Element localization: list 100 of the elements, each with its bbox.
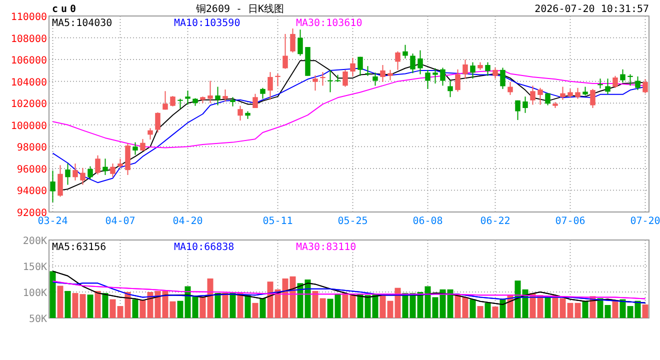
candlestick xyxy=(485,62,490,76)
candlestick xyxy=(102,158,108,176)
y-tick-label: 104000 xyxy=(10,77,47,88)
candlestick xyxy=(238,105,243,122)
y-tick-label: 50K xyxy=(28,314,47,325)
candlestick xyxy=(155,112,160,134)
candlestick xyxy=(230,96,236,107)
text: MA10:66838 xyxy=(174,242,234,253)
candlestick xyxy=(590,88,596,109)
candlestick xyxy=(500,67,506,90)
candlestick xyxy=(372,72,378,86)
candlestick xyxy=(252,93,258,109)
candlestick xyxy=(380,64,386,82)
candlestick xyxy=(358,56,363,76)
candlestick xyxy=(432,68,438,84)
x-tick-label: 03-24 xyxy=(38,216,68,227)
text: MA30:83110 xyxy=(296,242,356,253)
candlestick xyxy=(598,78,603,89)
y-tick-label: 98000 xyxy=(16,142,47,154)
candlestick xyxy=(388,69,393,81)
text: 2026-07-20 10:31:57 xyxy=(534,4,649,15)
candlestick xyxy=(58,164,63,198)
candlestick xyxy=(575,87,580,100)
x-tick-label: 06-22 xyxy=(480,216,510,227)
candlestick xyxy=(88,166,93,180)
candlestick xyxy=(515,100,520,120)
chart-title: 铜2609 - 日K线图 xyxy=(194,3,284,15)
candlestick xyxy=(95,154,100,175)
candlestick xyxy=(342,69,348,88)
candlestick xyxy=(635,76,640,91)
candlestick xyxy=(522,96,528,114)
candlestick xyxy=(440,67,446,86)
y-tick-label: 110000 xyxy=(10,12,47,23)
text: MA30:103610 xyxy=(296,18,362,29)
candlestick xyxy=(290,28,296,53)
y-tick-label: 100000 xyxy=(10,120,47,132)
candlestick xyxy=(448,80,453,98)
candlestick xyxy=(72,163,78,181)
candlestick xyxy=(425,69,430,90)
text: cu0 xyxy=(52,4,80,15)
candlestick xyxy=(462,59,468,80)
candlestick xyxy=(110,163,116,178)
candlestick xyxy=(65,163,70,186)
y-tick-label: 94000 xyxy=(16,186,47,198)
x-tick-label: 04-20 xyxy=(172,216,203,227)
candlestick xyxy=(185,90,190,106)
candlestick xyxy=(132,142,138,156)
candlestick xyxy=(162,90,168,110)
candlestick xyxy=(148,128,153,140)
x-tick-label: 07-20 xyxy=(630,216,660,227)
candlestick xyxy=(50,170,56,203)
candlestick xyxy=(312,74,318,92)
candlestick xyxy=(268,72,273,100)
y-tick-label: 150K xyxy=(22,262,47,273)
y-tick-label: 96000 xyxy=(16,164,47,176)
candlestick xyxy=(628,74,633,86)
candlestick xyxy=(140,138,146,152)
x-tick-label: 05-11 xyxy=(262,216,293,227)
candlestick xyxy=(80,167,86,186)
candlestick xyxy=(298,29,303,56)
candlestick xyxy=(620,68,626,83)
candlestick xyxy=(492,67,498,80)
candlestick xyxy=(642,78,648,94)
y-tick-label: 108000 xyxy=(10,34,47,45)
candlestick xyxy=(455,68,460,92)
series-label: MA5:63156 xyxy=(52,242,106,253)
candlestick xyxy=(410,53,416,74)
candlestick xyxy=(208,80,213,104)
candlestick xyxy=(275,73,280,87)
x-tick-label: 04-07 xyxy=(105,216,136,227)
candlestick xyxy=(215,86,220,106)
candlestick xyxy=(178,98,183,110)
candlestick xyxy=(170,96,176,107)
candlestick xyxy=(470,62,476,80)
candlestick xyxy=(508,81,513,96)
candlestick xyxy=(395,50,400,70)
candlestick xyxy=(605,78,610,95)
candlestick xyxy=(260,87,266,100)
candlestick xyxy=(328,69,333,93)
candlestick xyxy=(560,86,566,100)
candlestick xyxy=(365,66,370,76)
candlestick xyxy=(320,72,326,86)
text: MA5:104030 xyxy=(52,18,112,29)
candlestick xyxy=(538,87,543,106)
y-tick-label: 102000 xyxy=(10,99,47,110)
candlestick xyxy=(118,158,123,168)
candlestick xyxy=(282,33,288,70)
x-tick-label: 05-25 xyxy=(338,216,368,227)
candlestick xyxy=(350,57,356,77)
candlestick xyxy=(222,89,228,102)
y-tick-label: 106000 xyxy=(10,56,47,67)
y-tick-label: 100K xyxy=(22,288,47,299)
candlestick xyxy=(612,75,618,88)
y-tick-label: 200K xyxy=(22,236,47,247)
text: MA10:103590 xyxy=(174,18,240,29)
candlestick xyxy=(418,50,423,75)
x-tick-label: 06-08 xyxy=(412,216,443,227)
candlestick xyxy=(530,85,536,106)
candlestick xyxy=(402,44,408,59)
x-tick-label: 07-06 xyxy=(555,216,586,227)
